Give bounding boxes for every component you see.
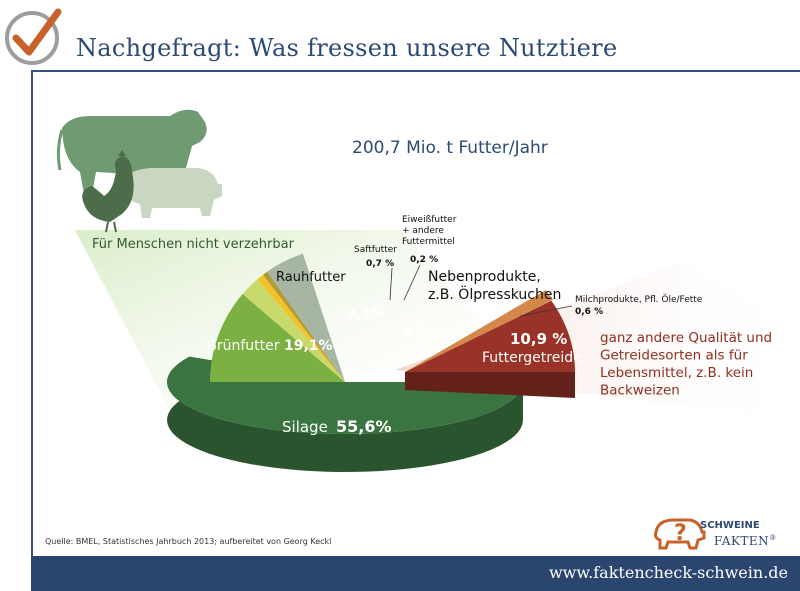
value-eiweissfutter: 0,2 % <box>410 255 438 265</box>
leader-milchprodukte <box>519 305 573 317</box>
value-silage: 55,6% <box>336 417 392 436</box>
slice-futtergetreide <box>405 300 575 372</box>
label-eiweissfutter-1: + andere <box>402 226 444 236</box>
leader-eiweissfutter <box>403 264 421 301</box>
brand-logo: ? SCHWEINE FAKTEN® <box>650 510 790 554</box>
cow-icon <box>56 109 207 194</box>
label-nebenprodukte-0: Nebenprodukte, <box>428 269 541 285</box>
label-silage: Silage <box>282 418 328 436</box>
pig-icon <box>124 168 222 218</box>
frame-top-border <box>31 70 800 72</box>
brand-registered-mark: ® <box>769 534 777 542</box>
value-gruenfutter: 19,1% <box>284 338 333 354</box>
note-line-3: Backweizen <box>600 383 680 399</box>
label-milchprodukte: Milchprodukte, Pfl. Öle/Fette <box>575 294 703 305</box>
slice-silage-side <box>167 356 523 472</box>
value-saftfutter: 0,7 % <box>366 259 394 269</box>
note-line-2: Lebensmittel, z.B. kein <box>600 365 753 381</box>
slice-rauhfutter <box>242 279 345 382</box>
pig-logo-icon: ? <box>654 518 706 550</box>
region-label: Für Menschen nicht verzehrbar <box>92 237 295 252</box>
check-icon <box>5 8 62 65</box>
slice-eiweissfutter <box>263 271 345 382</box>
label-eiweissfutter-2: Futtermittel <box>402 237 455 247</box>
value-rauhfutter: 4,1% <box>348 307 384 322</box>
pie-slices <box>167 253 575 472</box>
note-line-1: Getreidesorten als für <box>600 348 748 364</box>
page-title: Nachgefragt: Was fressen unsere Nutztier… <box>76 34 618 62</box>
label-saftfutter: Saftfutter <box>354 245 397 255</box>
brand-bottom-text: FAKTEN <box>714 534 770 548</box>
value-milchprodukte: 0,6 % <box>575 307 603 317</box>
note-line-0: ganz andere Qualität und <box>600 330 772 346</box>
website-link[interactable]: www.faktencheck-schwein.de <box>548 563 788 582</box>
chicken-icon <box>82 150 134 233</box>
value-nebenprodukte: 8 % <box>404 324 433 340</box>
slice-futtergetreide-side <box>405 372 575 398</box>
frame-left-border <box>31 70 33 556</box>
slice-gruenfutter <box>210 293 345 382</box>
slice-saftfutter <box>257 274 345 382</box>
chart-title: 200,7 Mio. t Futter/Jahr <box>352 138 548 158</box>
footer-bar: www.faktencheck-schwein.de <box>31 556 800 591</box>
slice-milchprodukte <box>405 290 554 372</box>
label-nebenprodukte-1: z.B. Ölpresskuchen <box>428 285 561 303</box>
leader-saftfutter <box>389 267 393 301</box>
svg-text:?: ? <box>674 521 687 546</box>
value-futtergetreide: 10,9 % <box>510 330 567 348</box>
source-note: Quelle: BMEL, Statistisches Jahrbuch 201… <box>45 537 332 546</box>
label-futtergetreide: Futtergetreide <box>482 350 582 366</box>
label-eiweissfutter-0: Eiweißfutter <box>402 215 457 225</box>
label-rauhfutter: Rauhfutter <box>276 270 346 285</box>
label-gruenfutter: Grünfutter <box>206 338 280 354</box>
brand-bottom-label: FAKTEN® <box>714 534 777 548</box>
slice-nebenprodukte <box>267 253 345 382</box>
pie-labels: Für Menschen nicht verzehrbar Silage 55,6%… <box>92 215 772 436</box>
brand-top-label: SCHWEINE <box>700 520 760 531</box>
